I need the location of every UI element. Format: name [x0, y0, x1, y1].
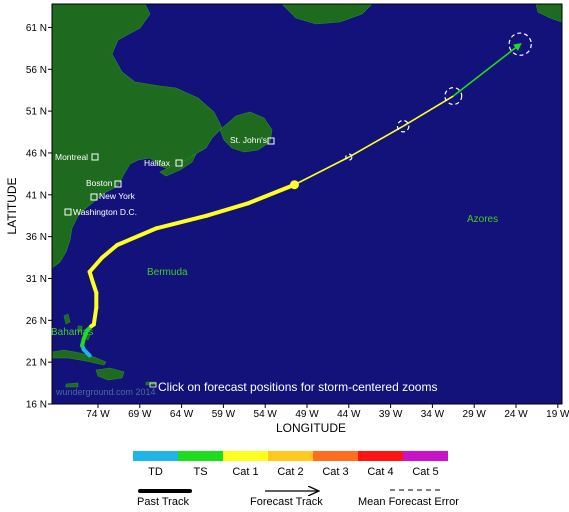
forecast-track-segment	[402, 95, 454, 127]
longitude-axis-title: LONGITUDE	[276, 421, 346, 435]
lat-tick-label: 56 N	[26, 65, 47, 76]
lon-tick-label: 44 W	[337, 409, 361, 420]
lon-tick-label: 24 W	[504, 409, 528, 420]
legend-category-label: TD	[148, 466, 163, 478]
lon-tick-label: 19 W	[546, 409, 569, 420]
hispaniola-land	[95, 367, 125, 381]
latitude-axis-title: LATITUDE	[5, 177, 19, 234]
city-label: New York	[99, 191, 136, 201]
legend-swatch	[268, 451, 313, 461]
greenland-land	[281, 4, 373, 25]
city-st-johns[interactable]: St. John's	[230, 135, 275, 145]
region-label-bahamas: Bahamas	[51, 327, 93, 338]
lon-tick-label: 34 W	[421, 409, 445, 420]
forecast-track-label: Forecast Track	[250, 496, 323, 508]
lat-tick-label: 51 N	[26, 107, 47, 118]
land-masses	[52, 4, 562, 388]
lat-tick-label: 41 N	[26, 190, 47, 201]
city-halifax[interactable]: Halifax	[144, 158, 183, 168]
jamaica-land	[65, 382, 79, 388]
lat-tick-label: 21 N	[26, 358, 47, 369]
city-montreal[interactable]: Montreal	[55, 152, 99, 162]
forecast-error-circle[interactable]	[396, 119, 410, 133]
lon-tick-label: 59 W	[212, 409, 236, 420]
forecast-track-segment	[348, 125, 404, 158]
past-track-segment	[87, 255, 105, 274]
lat-tick-label: 46 N	[26, 148, 47, 159]
lat-tick-label: 61 N	[26, 23, 47, 34]
legend-swatch	[178, 451, 223, 461]
forecast-error-circle[interactable]	[345, 153, 353, 161]
ocean-background	[52, 4, 562, 404]
lat-tick-label: 16 N	[26, 400, 47, 411]
longitude-ticks: 74 W 69 W 64 W 59 W 54 W 49 W 44 W 39 W 34 W 29 W…	[86, 404, 569, 420]
legend-category-label: Cat 4	[367, 466, 393, 478]
nova-scotia-land	[159, 153, 197, 177]
legend-swatch	[133, 451, 178, 461]
forecast-error-label: Mean Forecast Error	[358, 496, 459, 508]
city-label: Montreal	[55, 152, 88, 162]
cuba-land	[52, 349, 107, 366]
region-label-bermuda: Bermuda	[147, 267, 188, 278]
note-marker	[149, 382, 157, 388]
city-label: Halifax	[144, 158, 171, 168]
legend-category-label: Cat 1	[232, 466, 258, 478]
past-track-segment	[100, 243, 120, 260]
city-boston[interactable]: Boston	[86, 178, 122, 188]
iceland-land	[535, 4, 562, 23]
lon-tick-label: 39 W	[379, 409, 403, 420]
past-track-segment	[154, 213, 209, 231]
lon-tick-label: 54 W	[254, 409, 278, 420]
city-label: St. John's	[230, 135, 267, 145]
newfoundland-land	[219, 111, 273, 153]
lat-tick-label: 31 N	[26, 274, 47, 285]
forecast-error-circle[interactable]	[508, 32, 532, 56]
past-track-segment	[246, 182, 297, 206]
past-track-segment	[91, 305, 99, 327]
forecast-zoom-note: Click on forecast positions for storm-ce…	[158, 380, 437, 394]
region-label-azores: Azores	[467, 214, 498, 225]
lat-tick-label: 26 N	[26, 316, 47, 327]
latitude-ticks: 61 N 56 N 51 N 46 N 41 N 36 N 31 N 26 N 21 N 16 N	[26, 23, 52, 411]
forecast-track-segment	[294, 156, 350, 186]
legend-swatch	[403, 451, 448, 461]
lon-tick-label: 49 W	[295, 409, 319, 420]
puerto-rico-land	[145, 381, 157, 386]
intensity-legend: TD TS Cat 1 Cat 2 Cat 3 Cat 4 Cat 5	[133, 451, 448, 478]
watermark: wunderground.com 2014	[55, 387, 156, 397]
legend-category-label: Cat 3	[322, 466, 348, 478]
legend-swatch	[358, 451, 403, 461]
city-label: Washington D.C.	[73, 207, 137, 217]
legend-swatch	[223, 451, 268, 461]
legend-category-label: Cat 2	[277, 466, 303, 478]
lat-tick-label: 36 N	[26, 232, 47, 243]
legend-swatch	[313, 451, 358, 461]
city-markers: St. John's Montreal Halifax Boston New Y…	[55, 135, 275, 217]
past-track-segment	[115, 226, 159, 248]
lon-tick-label: 74 W	[86, 409, 110, 420]
lon-tick-label: 29 W	[463, 409, 487, 420]
legend-category-label: TS	[193, 466, 207, 478]
storm-track	[80, 32, 532, 358]
lon-tick-label: 64 W	[170, 409, 194, 420]
lon-tick-label: 69 W	[128, 409, 152, 420]
forecast-error-circle[interactable]	[444, 87, 463, 106]
city-washington-dc[interactable]: Washington D.C.	[64, 207, 137, 217]
city-new-york[interactable]: New York	[90, 191, 136, 201]
forecast-track-segment	[452, 42, 522, 97]
past-track-segment	[204, 201, 251, 218]
past-track-label: Past Track	[137, 496, 189, 508]
city-label: Boston	[86, 178, 113, 188]
legend-category-label: Cat 5	[412, 466, 438, 478]
